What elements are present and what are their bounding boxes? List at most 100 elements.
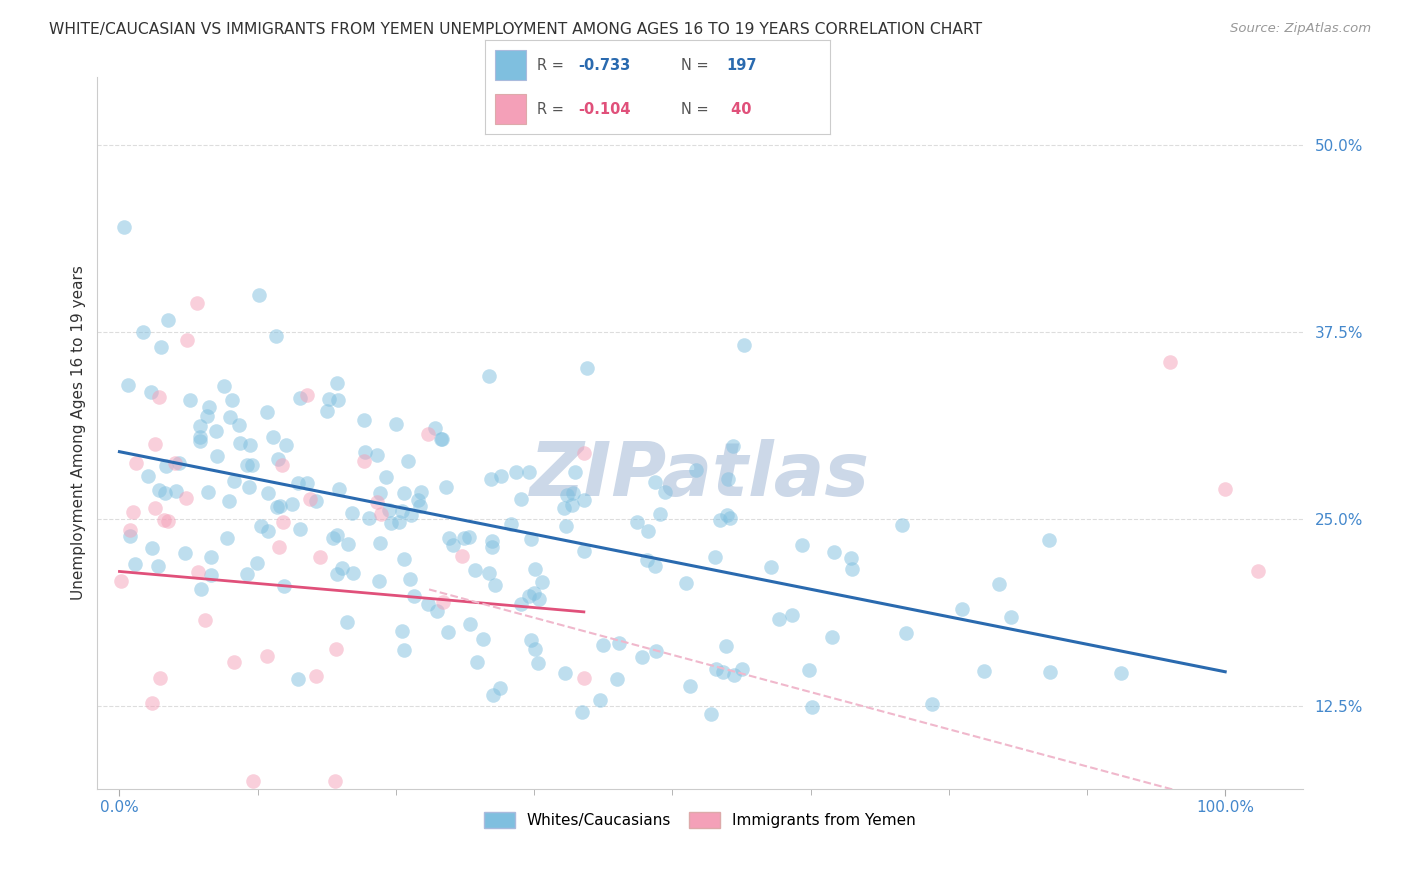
Point bbox=[342, 566, 364, 580]
Point bbox=[505, 465, 527, 479]
Point bbox=[636, 553, 658, 567]
Point bbox=[353, 413, 375, 427]
Point bbox=[238, 480, 260, 494]
Point bbox=[228, 418, 250, 433]
Point bbox=[700, 706, 723, 721]
Point bbox=[112, 220, 135, 235]
Point bbox=[592, 638, 614, 652]
Point bbox=[267, 452, 290, 467]
Point bbox=[309, 550, 332, 565]
Point bbox=[236, 566, 259, 581]
Point bbox=[571, 706, 593, 720]
Point bbox=[256, 648, 278, 663]
Point bbox=[839, 550, 862, 565]
Point bbox=[409, 485, 432, 500]
Point bbox=[370, 486, 392, 500]
Point bbox=[297, 388, 319, 402]
Text: WHITE/CAUCASIAN VS IMMIGRANTS FROM YEMEN UNEMPLOYMENT AMONG AGES 16 TO 19 YEARS : WHITE/CAUCASIAN VS IMMIGRANTS FROM YEMEN… bbox=[49, 22, 983, 37]
Point bbox=[125, 456, 148, 470]
Point bbox=[377, 503, 399, 517]
Point bbox=[380, 516, 402, 531]
Point bbox=[330, 561, 353, 575]
Point bbox=[718, 511, 741, 525]
Point bbox=[426, 604, 449, 618]
Point bbox=[952, 601, 974, 615]
Point bbox=[262, 429, 284, 443]
Point bbox=[391, 504, 413, 518]
Point bbox=[489, 469, 512, 483]
Point bbox=[148, 483, 170, 498]
Point bbox=[288, 522, 311, 536]
Point bbox=[416, 426, 439, 441]
Point bbox=[222, 475, 245, 489]
Point bbox=[432, 432, 454, 446]
Point bbox=[589, 692, 612, 706]
Point bbox=[517, 590, 540, 604]
Point bbox=[709, 513, 731, 527]
Point bbox=[269, 540, 291, 554]
Point bbox=[841, 562, 863, 576]
Point bbox=[821, 630, 844, 644]
Point bbox=[325, 528, 347, 542]
Point bbox=[366, 495, 388, 509]
Point bbox=[731, 662, 754, 676]
Point bbox=[264, 329, 287, 343]
Point bbox=[340, 506, 363, 520]
Point bbox=[219, 409, 242, 424]
Point bbox=[409, 499, 432, 513]
Point bbox=[554, 519, 576, 533]
Point bbox=[554, 665, 576, 680]
Point bbox=[1213, 482, 1236, 496]
Point bbox=[146, 558, 169, 573]
Point bbox=[120, 523, 142, 537]
Point bbox=[637, 524, 659, 538]
Text: N =: N = bbox=[682, 102, 714, 117]
Point bbox=[221, 392, 243, 407]
Point bbox=[336, 615, 359, 630]
Point bbox=[523, 641, 546, 656]
Point bbox=[479, 471, 502, 485]
Point bbox=[434, 480, 457, 494]
Point bbox=[510, 597, 533, 611]
Point bbox=[318, 392, 340, 406]
Point bbox=[644, 475, 666, 489]
Point bbox=[139, 385, 162, 400]
Point bbox=[207, 449, 229, 463]
Point bbox=[458, 529, 481, 543]
Point bbox=[287, 476, 309, 491]
Point bbox=[406, 492, 429, 507]
Point bbox=[256, 405, 278, 419]
Point bbox=[143, 501, 166, 516]
Point bbox=[523, 562, 546, 576]
Point bbox=[117, 377, 139, 392]
Point bbox=[501, 517, 523, 532]
FancyBboxPatch shape bbox=[495, 94, 526, 125]
Point bbox=[174, 491, 197, 505]
Point bbox=[188, 434, 211, 449]
Point bbox=[607, 636, 630, 650]
Point bbox=[711, 665, 734, 679]
Point bbox=[564, 465, 586, 479]
Point bbox=[121, 505, 143, 519]
Point bbox=[824, 545, 846, 559]
Point bbox=[519, 533, 541, 547]
Point bbox=[467, 655, 489, 669]
Point bbox=[266, 500, 288, 514]
Point bbox=[322, 531, 344, 545]
Point bbox=[188, 430, 211, 444]
Point bbox=[890, 518, 912, 533]
Point bbox=[391, 624, 413, 638]
Point bbox=[118, 529, 141, 543]
Point bbox=[437, 625, 460, 640]
Point bbox=[768, 612, 790, 626]
Point bbox=[394, 551, 416, 566]
Point bbox=[572, 543, 595, 558]
Point bbox=[229, 436, 252, 450]
Point bbox=[194, 613, 217, 627]
Point bbox=[561, 498, 583, 512]
Point bbox=[716, 639, 738, 653]
Point bbox=[527, 656, 550, 670]
Point bbox=[921, 697, 943, 711]
Point bbox=[143, 437, 166, 451]
Point bbox=[523, 586, 546, 600]
